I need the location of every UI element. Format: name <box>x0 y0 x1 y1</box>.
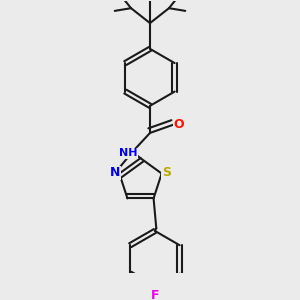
Text: S: S <box>162 166 171 179</box>
Text: NH: NH <box>119 148 137 158</box>
Text: N: N <box>110 167 121 179</box>
Text: F: F <box>151 289 159 300</box>
Text: O: O <box>174 118 184 131</box>
